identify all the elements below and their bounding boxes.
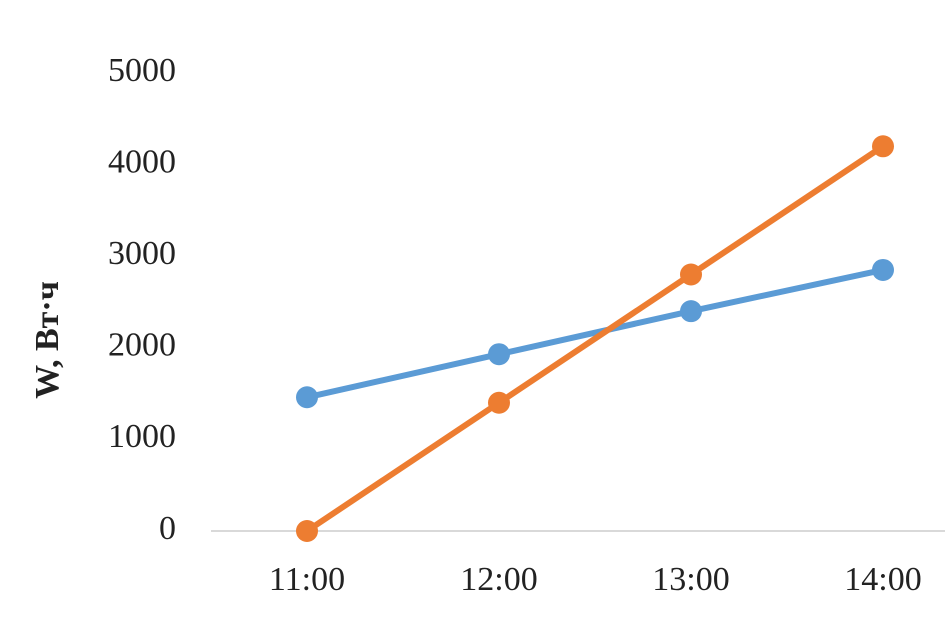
x-tick-label: 13:00 [652,561,729,598]
point [872,258,894,281]
y-tick-label: 4000 [108,143,176,180]
point [488,391,510,414]
y-tick-label: 0 [159,510,176,547]
point [872,135,894,158]
y-tick-label: 2000 [108,327,176,364]
point [296,386,318,409]
x-tick-label: 11:00 [269,561,345,598]
x-tick-label: 12:00 [460,561,537,598]
point [296,520,318,542]
y-tick-label: 1000 [108,418,176,455]
point [680,300,702,323]
series-line [306,267,884,401]
x-tick-label: 14:00 [844,561,921,598]
y-tick-label: 3000 [108,235,176,272]
y-tick-label: 5000 [108,52,176,89]
series-line [305,143,885,534]
y-axis-label: W, Вт·ч [29,281,66,399]
point [680,263,702,286]
point [488,343,510,366]
